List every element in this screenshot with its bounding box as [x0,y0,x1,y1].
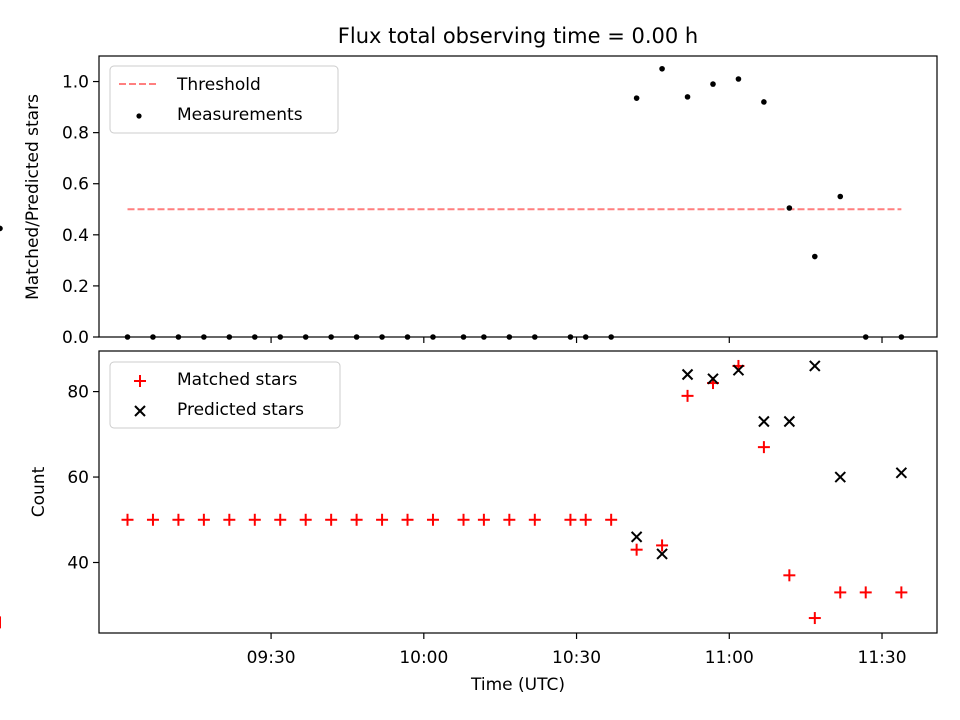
matched-stars-point [197,513,210,526]
x-axis-label: Time (UTC) [470,675,565,695]
measurement-point [659,65,665,72]
y-tick-label: 0.8 [62,124,89,144]
matched-stars-point [223,513,236,526]
measurement-point [786,205,793,211]
y-tick-label: 0.0 [62,328,89,348]
matched-stars-point [350,513,363,526]
predicted-stars-point [783,415,796,428]
matched-stars-point [248,513,261,526]
predicted-stars-point [656,548,668,560]
matched-stars-point [477,513,490,526]
top-legend: Threshold Measurements [109,65,339,134]
predicted-stars-point [809,360,821,372]
matched-stars-point [834,586,847,599]
predicted-stars-point [681,368,694,381]
y-tick-label: 1.0 [62,73,89,93]
chart-title: Flux total observing time = 0.00 h [338,24,698,48]
matched-stars-point [299,513,312,526]
measurement-point [684,94,691,100]
predicted-stars-point [834,471,846,483]
y-tick-label: 0.6 [62,175,89,195]
bottom-plot-frame [98,350,938,634]
y-tick-label: 60 [67,468,89,488]
predicted-stars-point [758,415,770,428]
x-tick-label: 09:30 [247,648,296,668]
matched-stars-point [605,513,618,526]
x-tick-label: 10:00 [399,648,448,668]
y-tick-label: 80 [67,383,89,403]
measurement-point [633,95,640,101]
measurement-point [0,225,3,232]
legend-predicted-label: Predicted stars [177,400,304,420]
measurement-point [735,76,742,82]
predicted-stars-point [895,467,908,479]
x-tick-label: 11:00 [705,648,754,668]
matched-stars-point [172,513,185,526]
matched-stars-point [325,513,338,526]
matched-stars-point [656,539,669,552]
matched-stars-point [859,586,872,599]
legend-measurements-label: Measurements [177,105,303,125]
matched-stars-point [376,513,389,526]
predicted-stars-point [707,373,719,385]
legend-matched-swatch [134,375,146,387]
top-plot-frame [98,55,938,338]
matched-stars-point [564,513,577,526]
matched-stars-point [401,513,414,526]
top-y-axis-label: Matched/Predicted stars [23,94,43,300]
matched-stars-point [457,513,470,526]
measurement-point [837,193,844,200]
legend-matched-label: Matched stars [177,370,297,390]
legend-predicted-swatch [134,405,146,417]
matched-stars-point [630,543,643,556]
legend-threshold-label: Threshold [176,75,261,95]
matched-stars-point [503,513,516,526]
count-panel: Count 40 60 80 09:30 10:00 10:30 11:00 11:30 Ma… [0,350,938,668]
matched-stars-point [895,586,908,599]
matched-stars-point [426,513,439,526]
y-tick-label: 40 [67,554,89,574]
bottom-y-axis-label: Count [29,466,49,517]
y-tick-label: 0.2 [62,277,89,297]
matched-stars-point [146,513,159,526]
matched-stars-point [681,389,694,402]
matched-stars-point [783,569,796,582]
bottom-legend: Matched stars Predicted stars [109,361,341,429]
predicted-stars-point [630,531,643,543]
matched-stars-point [808,612,821,625]
measurement-point [761,99,767,105]
matched-stars-point [757,441,770,454]
matched-stars-point [528,513,541,526]
matched-stars-point [274,513,287,526]
matched-stars-point [579,513,592,526]
ratio-panel: Matched/Predicted stars 0.0 0.2 0.4 0.6 0.8 1… [0,55,938,348]
x-tick-label: 11:30 [858,648,907,668]
legend-measurements-swatch [136,113,142,119]
y-tick-label: 0.4 [62,226,89,246]
measurement-point [710,81,716,87]
x-tick-label: 10:30 [552,648,601,668]
measurement-point [812,253,818,260]
matched-stars-point [121,513,134,526]
predicted-stars-point [732,364,745,376]
